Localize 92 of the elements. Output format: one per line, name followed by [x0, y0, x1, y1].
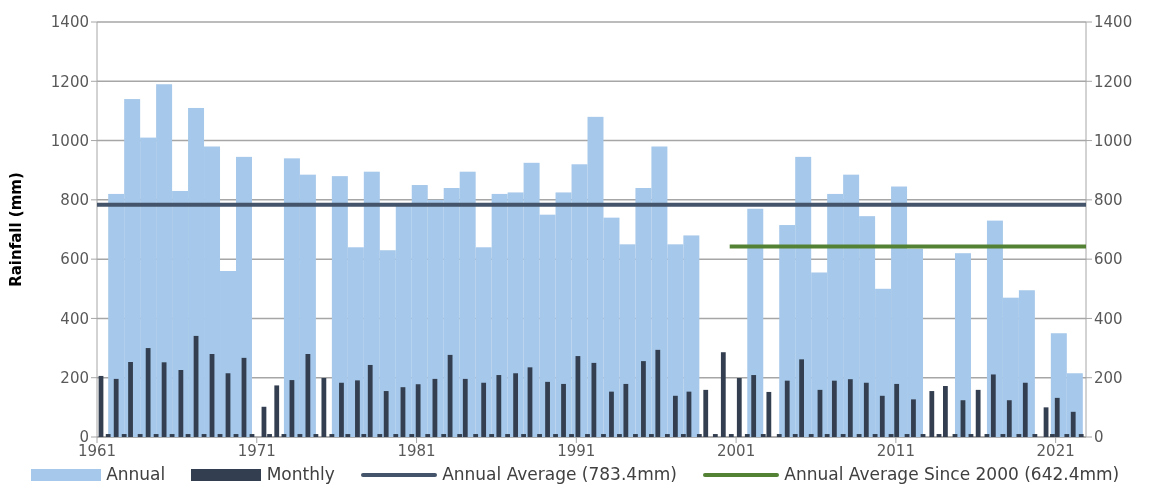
- bar: [863, 382, 869, 437]
- bar: [831, 380, 837, 437]
- bar: [153, 434, 159, 437]
- y2-tick-label: 0: [1094, 428, 1104, 447]
- bar: [561, 383, 566, 437]
- bar: [393, 434, 399, 437]
- bar: [441, 434, 447, 437]
- bar: [113, 378, 119, 437]
- y-tick-label: 800: [60, 191, 89, 210]
- bar: [1006, 400, 1012, 437]
- bar: [545, 381, 550, 437]
- x-tick-label: 2021: [1036, 441, 1075, 460]
- bar: [808, 434, 814, 437]
- legend-label: Annual: [105, 463, 166, 485]
- bar: [672, 395, 678, 437]
- bar: [321, 378, 327, 437]
- bar: [537, 434, 542, 437]
- bar: [274, 385, 280, 437]
- bar: [178, 370, 184, 437]
- bar: [954, 253, 971, 437]
- bar: [1064, 434, 1070, 437]
- bar: [137, 434, 143, 437]
- bar: [840, 434, 846, 437]
- y-tick-label: 400: [60, 309, 89, 328]
- bar: [824, 434, 830, 437]
- bar: [784, 380, 790, 437]
- bar: [856, 434, 862, 437]
- bar: [473, 434, 479, 437]
- y2-tick-label: 200: [1094, 369, 1123, 388]
- bar: [990, 374, 996, 437]
- y2-tick-label: 600: [1094, 250, 1123, 269]
- bar: [513, 373, 518, 437]
- bar: [585, 434, 590, 437]
- bar: [145, 348, 151, 437]
- x-tick-label: 1991: [557, 441, 596, 460]
- bar: [633, 434, 638, 437]
- bar: [553, 434, 558, 437]
- bar: [329, 434, 335, 437]
- bar: [409, 434, 415, 437]
- y-tick-label: 600: [60, 250, 89, 269]
- bar: [776, 434, 782, 437]
- legend-label: Monthly: [265, 463, 335, 485]
- x-tick-label: 1971: [237, 441, 276, 460]
- y2-tick-label: 400: [1094, 309, 1123, 328]
- legend-label: Annual Average (783.4mm): [441, 463, 677, 485]
- y2-tick-label: 1000: [1094, 131, 1133, 150]
- bar: [641, 361, 646, 437]
- bar: [911, 399, 916, 437]
- x-tick-label: 2011: [876, 441, 915, 460]
- bar: [367, 364, 373, 437]
- y-tick-label: 200: [60, 369, 89, 388]
- bar: [975, 389, 981, 437]
- y2-tick-label: 1200: [1094, 72, 1133, 91]
- bar: [496, 375, 502, 437]
- legend-label: Annual Average Since 2000 (642.4mm): [783, 463, 1120, 485]
- bar: [601, 434, 606, 437]
- bar: [521, 434, 526, 437]
- x-tick-label: 1981: [397, 441, 436, 460]
- bar: [943, 386, 948, 437]
- x-tick-label: 2001: [717, 441, 756, 460]
- bar: [1054, 397, 1060, 437]
- bar: [377, 434, 383, 437]
- y-axis-title: Rainfall (mm): [7, 172, 26, 287]
- bar: [489, 434, 495, 437]
- bar: [847, 379, 853, 437]
- bar: [879, 395, 885, 437]
- bar: [161, 362, 167, 437]
- bar: [415, 384, 421, 437]
- y2-tick-label: 1400: [1094, 13, 1133, 32]
- bar: [313, 434, 319, 437]
- bar: [569, 434, 574, 437]
- bar: [1078, 434, 1084, 437]
- bar: [1032, 434, 1038, 437]
- bar: [736, 378, 742, 437]
- y-tick-label: 1400: [50, 13, 89, 32]
- bar: [665, 434, 670, 437]
- bar: [720, 352, 726, 437]
- y-tick-label: 1200: [50, 72, 89, 91]
- bar: [712, 434, 718, 437]
- bar: [1070, 411, 1076, 437]
- bar: [929, 391, 935, 437]
- bar: [1022, 382, 1028, 437]
- bar: [105, 434, 111, 437]
- bar: [609, 391, 614, 437]
- bar: [481, 382, 487, 437]
- bar: [1016, 434, 1022, 437]
- y2-tick-label: 800: [1094, 191, 1123, 210]
- y-tick-label: 1000: [50, 131, 89, 150]
- bar: [505, 434, 511, 437]
- bar: [425, 434, 431, 437]
- bar: [728, 434, 734, 437]
- bar: [383, 391, 389, 437]
